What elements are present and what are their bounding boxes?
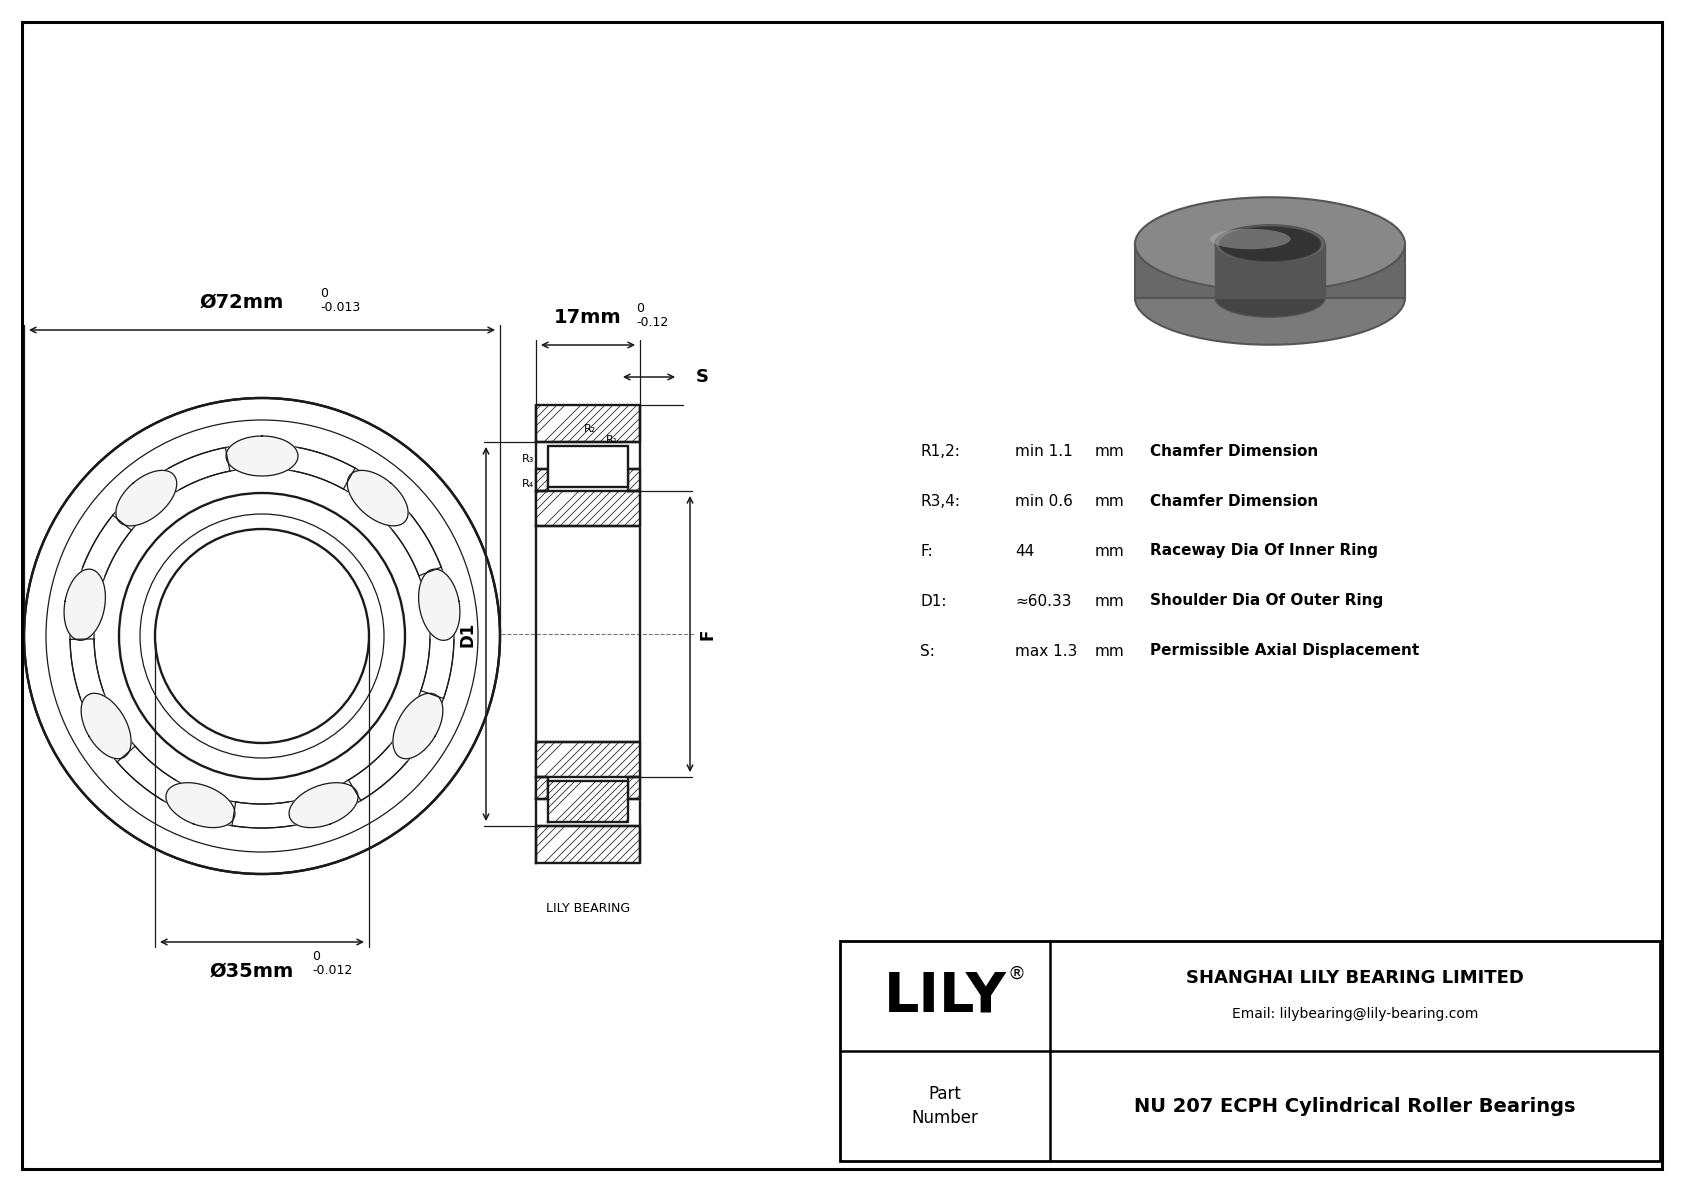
Polygon shape [1214, 244, 1325, 298]
Text: Part
Number: Part Number [911, 1085, 978, 1127]
Polygon shape [1135, 244, 1404, 298]
Text: F:: F: [919, 543, 933, 559]
Ellipse shape [1214, 279, 1325, 317]
Text: D1:: D1: [919, 593, 946, 609]
Text: LILY BEARING: LILY BEARING [546, 902, 630, 915]
Text: 0: 0 [312, 950, 320, 964]
Text: SHANGHAI LILY BEARING LIMITED: SHANGHAI LILY BEARING LIMITED [1186, 969, 1524, 987]
Text: min 1.1: min 1.1 [1015, 443, 1073, 459]
Polygon shape [536, 742, 640, 777]
Circle shape [24, 398, 500, 874]
Polygon shape [290, 782, 359, 828]
Text: R3,4:: R3,4: [919, 493, 960, 509]
Text: Ø35mm: Ø35mm [210, 962, 295, 981]
Polygon shape [167, 782, 236, 828]
Bar [840, 941, 1660, 1161]
Text: 17mm: 17mm [554, 308, 621, 328]
Text: Raceway Dia Of Inner Ring: Raceway Dia Of Inner Ring [1150, 543, 1378, 559]
Text: 44: 44 [1015, 543, 1034, 559]
Text: Shoulder Dia Of Outer Ring: Shoulder Dia Of Outer Ring [1150, 593, 1383, 609]
Polygon shape [116, 470, 177, 526]
Polygon shape [347, 470, 408, 526]
Text: max 1.3: max 1.3 [1015, 643, 1078, 659]
Text: mm: mm [1095, 443, 1125, 459]
Text: S:: S: [919, 643, 935, 659]
Text: D1: D1 [460, 622, 477, 647]
Polygon shape [392, 693, 443, 759]
Polygon shape [64, 569, 106, 641]
Text: NU 207 ECPH Cylindrical Roller Bearings: NU 207 ECPH Cylindrical Roller Bearings [1135, 1097, 1576, 1116]
Text: R₁: R₁ [606, 435, 618, 445]
Text: Email: lilybearing@lily-bearing.com: Email: lilybearing@lily-bearing.com [1231, 1008, 1479, 1021]
Text: LILY: LILY [884, 969, 1007, 1023]
Ellipse shape [1135, 198, 1404, 291]
Text: ®: ® [1007, 965, 1026, 983]
Text: R₃: R₃ [522, 454, 534, 464]
Text: -0.012: -0.012 [312, 964, 352, 977]
Text: Permissible Axial Displacement: Permissible Axial Displacement [1150, 643, 1420, 659]
Text: 0: 0 [637, 303, 643, 314]
Ellipse shape [1209, 229, 1290, 249]
Text: R₄: R₄ [522, 479, 534, 490]
Text: ≈60.33: ≈60.33 [1015, 593, 1071, 609]
Polygon shape [547, 781, 628, 822]
Circle shape [155, 529, 369, 743]
Polygon shape [547, 445, 628, 487]
Text: mm: mm [1095, 593, 1125, 609]
Text: Chamfer Dimension: Chamfer Dimension [1150, 443, 1319, 459]
Polygon shape [628, 469, 640, 491]
Ellipse shape [1214, 225, 1325, 263]
Ellipse shape [1219, 226, 1320, 262]
Polygon shape [547, 781, 628, 822]
Polygon shape [536, 777, 547, 799]
Text: R₂: R₂ [584, 424, 596, 434]
Polygon shape [81, 693, 131, 759]
Text: Ø72mm: Ø72mm [200, 293, 285, 312]
Polygon shape [536, 469, 547, 491]
Polygon shape [536, 405, 640, 442]
Text: -0.12: -0.12 [637, 316, 669, 329]
Text: min 0.6: min 0.6 [1015, 493, 1073, 509]
Ellipse shape [1135, 251, 1404, 344]
Text: Chamfer Dimension: Chamfer Dimension [1150, 493, 1319, 509]
Polygon shape [226, 436, 298, 476]
Text: 0: 0 [320, 287, 328, 300]
Polygon shape [419, 569, 460, 641]
Text: S: S [695, 368, 709, 386]
Polygon shape [536, 491, 640, 526]
Polygon shape [536, 827, 640, 863]
Polygon shape [628, 777, 640, 799]
Text: mm: mm [1095, 493, 1125, 509]
Text: F: F [699, 629, 717, 640]
Text: mm: mm [1095, 643, 1125, 659]
Text: -0.013: -0.013 [320, 301, 360, 314]
Text: mm: mm [1095, 543, 1125, 559]
Text: R1,2:: R1,2: [919, 443, 960, 459]
